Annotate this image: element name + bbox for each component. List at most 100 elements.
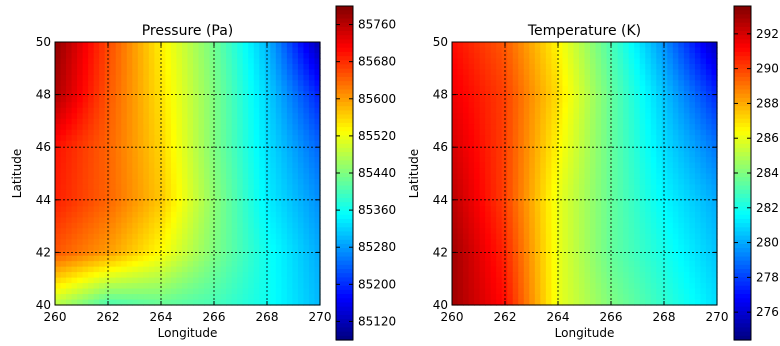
heatmap-cell — [253, 129, 260, 136]
heatmap-cell — [468, 102, 475, 109]
heatmap-cell — [556, 140, 564, 147]
heatmap-cell — [170, 261, 178, 268]
heatmap-cell — [226, 69, 233, 76]
heatmap-cell — [248, 74, 255, 81]
heatmap-cell — [159, 228, 167, 235]
heatmap-cell — [490, 140, 497, 147]
heatmap-cell — [485, 200, 492, 207]
heatmap-cell — [132, 195, 139, 202]
heatmap-cell — [242, 261, 249, 268]
heatmap-cell — [110, 102, 117, 109]
heatmap-cell — [198, 255, 205, 262]
heatmap-cell — [468, 74, 475, 81]
heatmap-cell — [705, 283, 713, 290]
heatmap-cell — [115, 217, 122, 224]
heatmap-cell — [77, 184, 84, 191]
heatmap-cell — [248, 294, 255, 301]
heatmap-cell — [606, 283, 613, 290]
heatmap-cell — [198, 107, 205, 114]
heatmap-cell — [628, 151, 635, 158]
heatmap-cell — [705, 74, 713, 81]
heatmap-cell — [204, 135, 211, 142]
heatmap-cell — [204, 228, 211, 235]
heatmap-cell — [226, 211, 233, 218]
heatmap-cell — [187, 135, 194, 142]
heatmap-cell — [463, 85, 470, 92]
heatmap-cell — [209, 184, 216, 191]
heatmap-cell — [650, 200, 657, 207]
heatmap-cell — [512, 195, 519, 202]
heatmap-cell — [700, 173, 707, 180]
heatmap-cell — [474, 200, 481, 207]
heatmap-cell — [612, 277, 619, 284]
heatmap-cell — [479, 129, 486, 136]
heatmap-cell — [567, 178, 575, 186]
heatmap-cell — [154, 211, 161, 218]
heatmap-cell — [181, 113, 189, 120]
heatmap-cell — [187, 288, 194, 295]
heatmap-cell — [121, 69, 128, 76]
heatmap-cell — [132, 250, 139, 257]
heatmap-cell — [700, 195, 707, 202]
heatmap-cell — [270, 283, 277, 290]
heatmap-cell — [590, 272, 597, 279]
heatmap-cell — [237, 146, 244, 153]
heatmap-cell — [286, 102, 293, 109]
heatmap-cell — [556, 162, 564, 169]
colorbar-segment — [734, 89, 751, 95]
heatmap-cell — [573, 299, 580, 306]
heatmap-cell — [639, 113, 646, 120]
heatmap-cell — [529, 124, 536, 131]
heatmap-cell — [606, 162, 613, 169]
heatmap-cell — [512, 299, 519, 306]
heatmap-cell — [606, 222, 613, 229]
heatmap-cell — [132, 47, 139, 54]
heatmap-cell — [281, 277, 288, 284]
heatmap-cell — [170, 113, 178, 120]
heatmap-cell — [314, 233, 321, 240]
heatmap-cell — [689, 74, 696, 81]
heatmap-cell — [137, 206, 144, 213]
heatmap-cell — [93, 184, 100, 191]
colorbar-segment — [734, 302, 751, 308]
heatmap-cell — [578, 184, 586, 191]
heatmap-cell — [551, 168, 558, 175]
heatmap-cell — [121, 96, 128, 103]
heatmap-cell — [77, 283, 84, 290]
heatmap-cell — [259, 135, 266, 142]
heatmap-cell — [93, 151, 100, 158]
heatmap-cell — [242, 184, 249, 191]
heatmap-cell — [628, 52, 635, 60]
heatmap-cell — [694, 228, 702, 235]
heatmap-cell — [523, 118, 530, 125]
heatmap-cell — [617, 233, 624, 240]
heatmap-cell — [132, 52, 139, 60]
heatmap-cell — [617, 135, 624, 142]
heatmap-cell — [507, 222, 514, 229]
heatmap-cell — [656, 239, 663, 246]
heatmap-cell — [93, 277, 100, 284]
colorbar-segment — [734, 127, 751, 132]
heatmap-cell — [148, 129, 155, 136]
heatmap-cell — [661, 85, 668, 92]
heatmap-cell — [590, 261, 597, 268]
heatmap-cell — [66, 250, 73, 257]
heatmap-cell — [523, 80, 530, 87]
heatmap-cell — [595, 244, 602, 251]
heatmap-cell — [281, 96, 288, 103]
heatmap-cell — [242, 129, 249, 136]
heatmap-cell — [507, 184, 514, 191]
heatmap-cell — [143, 162, 150, 169]
heatmap-cell — [193, 118, 200, 125]
heatmap-cell — [281, 299, 288, 306]
heatmap-cell — [540, 162, 547, 169]
heatmap-cell — [512, 63, 519, 70]
heatmap-cell — [226, 140, 233, 147]
heatmap-cell — [292, 277, 299, 284]
heatmap-cell — [507, 157, 514, 164]
heatmap-cell — [209, 288, 216, 295]
heatmap-cell — [286, 299, 293, 306]
heatmap-cell — [529, 206, 536, 213]
heatmap-cell — [132, 239, 139, 246]
heatmap-cell — [314, 173, 321, 180]
